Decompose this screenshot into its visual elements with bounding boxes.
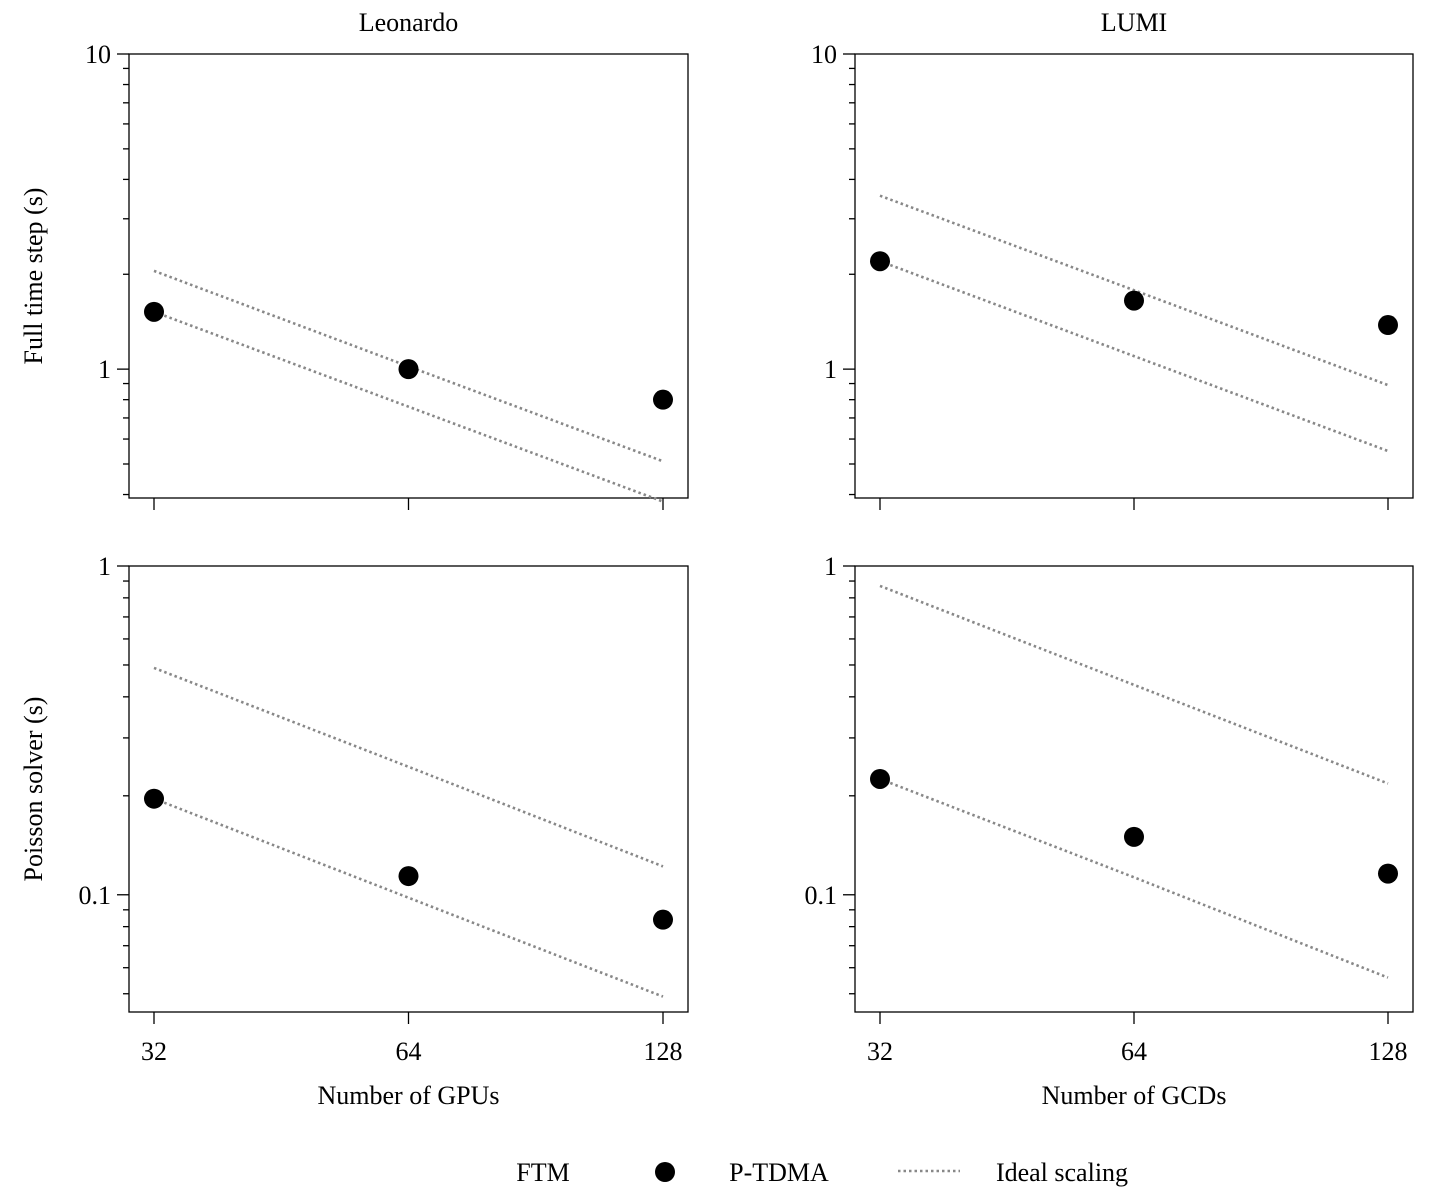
data-point-p-tdma [1124, 826, 1144, 847]
data-point-p-tdma [144, 301, 164, 322]
ideal-scaling-line [879, 194, 1389, 387]
data-point-p-tdma [870, 768, 890, 789]
data-point-p-tdma [1378, 315, 1398, 336]
y-tick-label: 10 [811, 40, 837, 69]
ideal-scaling-line [879, 777, 1389, 979]
data-point-p-tdma [1124, 290, 1144, 311]
data-point-p-tdma [653, 909, 673, 930]
y-axis-label: Poisson solver (s) [19, 697, 48, 882]
plot-frame [128, 565, 689, 1013]
x-tick-label: 128 [644, 1037, 683, 1066]
data-point-p-tdma [653, 389, 673, 410]
y-tick-label: 1 [824, 552, 837, 581]
plot-frame [854, 565, 1414, 1013]
legend-marker-p-tdma [655, 1162, 675, 1182]
data-point-p-tdma [1378, 863, 1398, 884]
y-tick-label: 10 [85, 40, 111, 69]
ideal-scaling-line [153, 797, 664, 998]
panel-lumi-poisson-solver: 0.1 1 32 64 128 Number of GCDs [805, 552, 1414, 1110]
legend: FTM P-TDMA Ideal scaling [516, 1158, 1128, 1187]
legend-label-ftm: FTM [516, 1158, 569, 1187]
panel-lumi-full-time-step: 1 10 LUMI [811, 8, 1414, 510]
data-point-p-tdma [870, 251, 890, 272]
ideal-scaling-line [153, 310, 664, 503]
panel-title: Leonardo [359, 8, 459, 37]
panel-leonardo-full-time-step: 1 10 Leonardo Full time step (s) [19, 8, 689, 510]
x-tick-label: 32 [867, 1037, 893, 1066]
y-tick-label: 1 [98, 552, 111, 581]
legend-label-p-tdma: P-TDMA [729, 1158, 829, 1187]
y-tick-label: 0.1 [805, 881, 838, 910]
panel-title: LUMI [1101, 8, 1167, 37]
x-axis-label: Number of GCDs [1042, 1081, 1227, 1110]
data-point-p-tdma [398, 359, 419, 380]
x-tick-label: 64 [1121, 1037, 1147, 1066]
y-tick-label: 1 [98, 355, 111, 384]
plot-frame [128, 53, 689, 499]
x-axis-label: Number of GPUs [318, 1081, 500, 1110]
data-point-p-tdma [144, 788, 164, 809]
ideal-scaling-line [879, 584, 1389, 785]
ideal-scaling-line [153, 666, 664, 868]
plot-frame [854, 53, 1414, 499]
y-tick-label: 0.1 [79, 881, 112, 910]
x-tick-label: 128 [1369, 1037, 1408, 1066]
x-tick-label: 64 [396, 1037, 422, 1066]
legend-label-ideal-scaling: Ideal scaling [996, 1158, 1128, 1187]
ideal-scaling-line [879, 259, 1389, 453]
y-tick-label: 1 [824, 355, 837, 384]
panel-leonardo-poisson-solver: 0.1 1 32 64 128 Number of GPUs Poisson solver … [19, 552, 689, 1110]
y-axis-label: Full time step (s) [19, 188, 48, 365]
data-point-p-tdma [398, 866, 419, 887]
x-tick-label: 32 [141, 1037, 167, 1066]
